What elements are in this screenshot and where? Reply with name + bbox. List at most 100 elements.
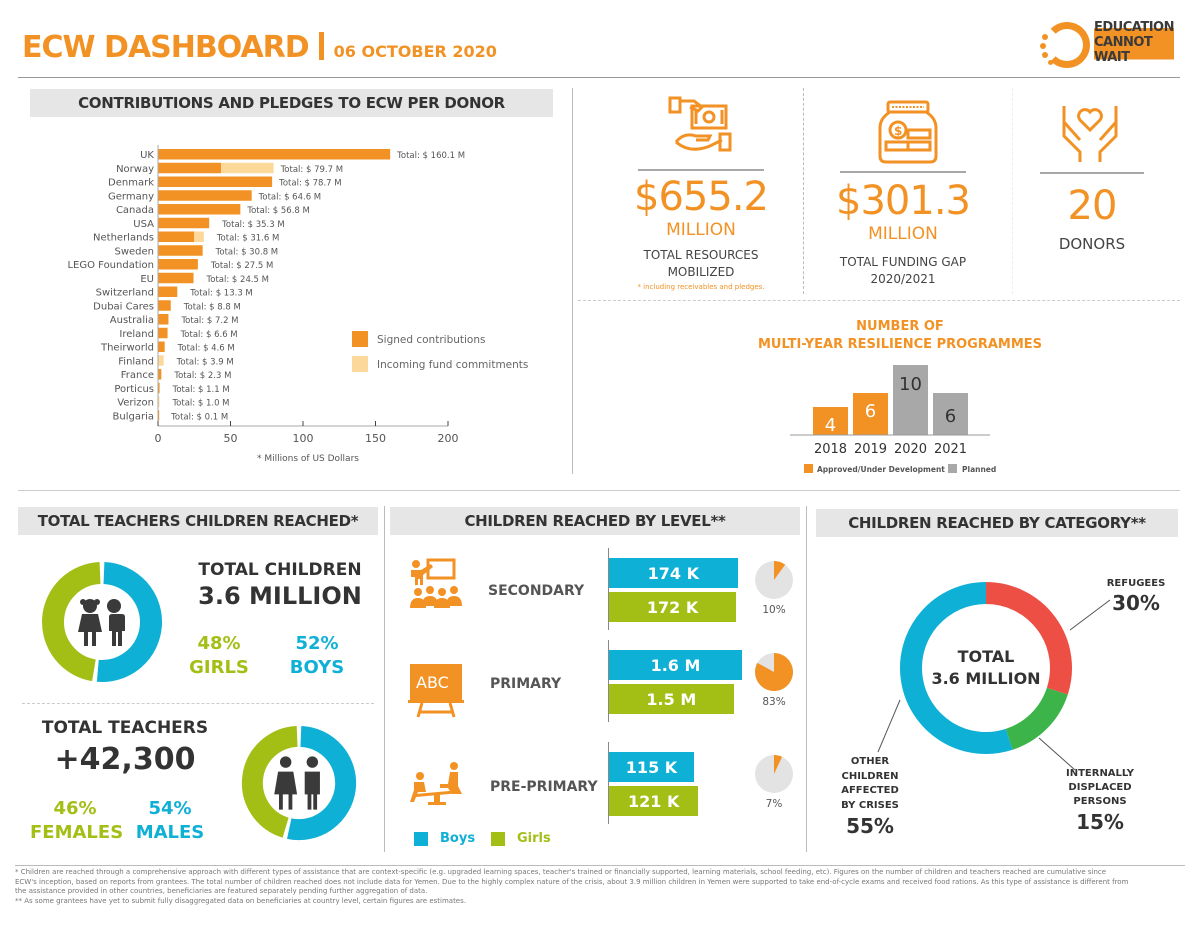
x-tick-label: 150 <box>365 432 386 445</box>
donor-label: Ireland <box>119 329 154 340</box>
donor-total-label: Total: $ 3.9 M <box>176 357 234 367</box>
kpi-divider <box>1012 88 1013 294</box>
donor-label: Theirworld <box>100 343 154 354</box>
level-name-secondary: SECONDARY <box>488 583 585 599</box>
kpi-label: DONORS <box>1030 236 1154 253</box>
legend-girls-label: Girls <box>517 831 551 846</box>
kpi-rule <box>840 171 966 173</box>
donor-total-label: Total: $ 0.1 M <box>170 412 228 422</box>
level-section-title: CHILDREN REACHED BY LEVEL** <box>390 507 800 535</box>
legend-swatch <box>352 356 368 372</box>
kpi-label: TOTAL FUNDING GAP 2020/2021 <box>822 254 984 288</box>
level-bar-girls: 172 K <box>609 592 737 622</box>
donor-label: Germany <box>108 191 154 202</box>
donor-label: UK <box>140 150 154 161</box>
pie-slice <box>774 561 786 580</box>
kpi-unit: MILLION <box>868 224 938 244</box>
kpi-label-line: TOTAL FUNDING GAP <box>839 255 967 269</box>
other-leader-line <box>877 699 901 753</box>
donor-total-label: Total: $ 78.7 M <box>278 179 342 189</box>
signed-bar <box>158 341 165 352</box>
legend-swatch <box>352 331 368 347</box>
logo-dot <box>1040 43 1046 49</box>
level-bar-girls: 1.5 M <box>609 684 734 714</box>
level-share-label: 7% <box>765 798 783 810</box>
myrp-year-label: 2019 <box>854 442 887 457</box>
idp-label-line: DISPLACED <box>1068 782 1132 793</box>
signed-bar <box>158 369 162 380</box>
kpi-total-resources: $655.2 MILLION TOTAL RESOURCES MOBILIZED … <box>620 175 782 291</box>
level-bar-boys: 1.6 M <box>609 650 742 680</box>
refugees-label: REFUGEES 30% <box>1100 578 1172 615</box>
total-children-value: 3.6 MILLION <box>198 582 362 610</box>
total-children-label: TOTAL CHILDREN <box>198 560 362 580</box>
signed-bar <box>158 272 194 284</box>
incoming-bar <box>221 162 274 174</box>
page-title: ECW DASHBOARD 06 OCTOBER 2020 <box>22 30 497 65</box>
signed-bar <box>158 176 273 187</box>
kpi-value: $655.2 <box>634 174 769 220</box>
total-teachers-block: TOTAL TEACHERS +42,300 <box>30 718 220 777</box>
donor-total-label: Total: $ 7.2 M <box>180 316 238 326</box>
signed-bar <box>158 231 195 242</box>
donor-total-label: Total: $ 1.1 M <box>172 385 230 395</box>
myrp-legend-label: Planned <box>962 465 996 474</box>
myrp-year-label: 2020 <box>894 442 927 457</box>
donor-section-title: CONTRIBUTIONS AND PLEDGES TO ECW PER DON… <box>30 89 553 117</box>
ecw-logo: EDUCATION CANNOT WAIT <box>1040 20 1180 72</box>
dashboard-title: ECW DASHBOARD <box>22 30 310 65</box>
header-divider <box>18 77 1180 78</box>
donor-total-label: Total: $ 31.6 M <box>216 234 280 244</box>
legend-label: Signed contributions <box>377 334 485 346</box>
kpi-unit: MILLION <box>666 220 736 240</box>
footnote-divider <box>15 865 1185 866</box>
level-axis <box>608 640 609 722</box>
money-hand-icon <box>668 92 732 156</box>
total-children-block: TOTAL CHILDREN 3.6 MILLION <box>190 560 370 610</box>
donor-total-label: Total: $ 30.8 M <box>215 247 279 257</box>
kpi-rule <box>638 169 764 171</box>
males-stat: 54% MALES <box>130 797 210 845</box>
myrp-bar <box>853 393 888 435</box>
total-teachers-value: +42,300 <box>54 742 196 777</box>
myrp-value-label: 6 <box>945 406 956 427</box>
footnotes: * Children are reached through a compreh… <box>15 868 1185 906</box>
myrp-bar <box>813 407 848 435</box>
refugees-leader-line <box>1069 599 1111 631</box>
incoming-bar <box>158 355 164 366</box>
donor-total-label: Total: $ 1.0 M <box>171 399 229 409</box>
myrp-year-label: 2021 <box>934 442 967 457</box>
footnote-line: ** As some grantees have yet to submit f… <box>15 896 466 905</box>
donor-total-label: Total: $ 6.6 M <box>180 330 238 340</box>
donor-label: Verizon <box>117 398 154 409</box>
incoming-bar <box>158 396 160 407</box>
donor-label: Porticus <box>114 384 154 395</box>
idp-label: INTERNALLY DISPLACED PERSONS 15% <box>1060 767 1140 834</box>
signed-bar <box>158 245 203 256</box>
myrp-bar <box>933 393 968 435</box>
kpi-label-line: DONORS <box>1058 235 1126 253</box>
boys-pct: 52% <box>295 633 339 654</box>
kpi-label-line: 2020/2021 <box>870 272 936 286</box>
kpi-label-line: TOTAL RESOURCES <box>643 248 759 262</box>
x-tick-label: 0 <box>155 432 162 445</box>
donor-total-label: Total: $ 35.3 M <box>221 220 285 230</box>
svg-text:$: $ <box>894 124 902 138</box>
teachers-children-section-title: TOTAL TEACHERS CHILDREN REACHED* <box>18 507 378 535</box>
idp-pct: 15% <box>1076 810 1124 834</box>
x-tick-label: 50 <box>224 432 238 445</box>
other-label-line: OTHER <box>850 756 890 767</box>
boys-label: BOYS <box>289 657 345 678</box>
donut-segment-male <box>287 725 357 841</box>
boys-stat: 52% BOYS <box>286 632 348 680</box>
males-pct: 54% <box>148 798 192 819</box>
level-share-pie <box>755 755 793 793</box>
signed-bar <box>158 162 222 174</box>
coin-jar-icon: $ <box>878 100 938 164</box>
x-tick-label: 200 <box>438 432 459 445</box>
donor-label: Switzerland <box>96 288 154 299</box>
logo-dot <box>1042 52 1048 58</box>
kpi-divider <box>803 88 804 294</box>
donor-total-label: Total: $ 160.1 M <box>396 151 465 161</box>
category-section-title: CHILDREN REACHED BY CATEGORY** <box>816 509 1178 537</box>
